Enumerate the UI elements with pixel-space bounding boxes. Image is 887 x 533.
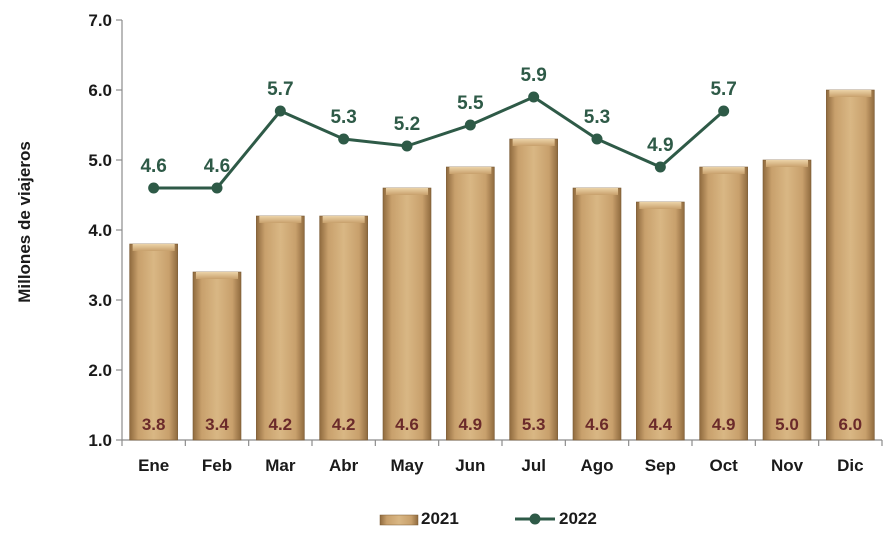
- y-tick-label: 5.0: [88, 151, 112, 170]
- bar-2021: [382, 187, 432, 441]
- bar-2021-cap: [702, 167, 745, 174]
- y-tick-label: 1.0: [88, 431, 112, 450]
- y-tick-label: 2.0: [88, 361, 112, 380]
- line-2022-point: [211, 182, 223, 194]
- y-axis-title: Millones de viajeros: [15, 141, 34, 303]
- bar-2021-cap: [196, 272, 238, 279]
- x-tick-label: Mar: [265, 456, 296, 475]
- legend-label-2021: 2021: [421, 509, 459, 528]
- line-2022-value-label: 5.3: [330, 107, 356, 128]
- bar-2021-cap: [132, 244, 175, 251]
- bar-2021-cap: [259, 216, 302, 223]
- line-2022-point: [401, 140, 413, 152]
- line-2022-point: [148, 182, 160, 194]
- line-2022-point: [654, 161, 666, 173]
- bar-2021: [319, 215, 368, 441]
- bar-2021-value-label: 3.8: [142, 415, 166, 434]
- legend-label-2022: 2022: [559, 509, 597, 528]
- line-2022-point: [591, 133, 603, 145]
- bar-2021-cap: [386, 188, 428, 195]
- bar-2021-cap: [576, 188, 618, 195]
- x-tick-label: Feb: [202, 456, 232, 475]
- bar-2021: [509, 138, 558, 441]
- bar-2021-cap: [829, 90, 872, 97]
- y-axis-title-group: Millones de viajeros: [15, 141, 34, 303]
- line-2022-value-label: 5.3: [584, 107, 610, 128]
- bar-2021-value-label: 4.2: [332, 415, 356, 434]
- line-2022: 4.6 4.6 5.7 5.3 5.2 5.5 5.9 5.3 4.9 5.7: [140, 65, 737, 194]
- bar-2021-value-label: 4.9: [459, 415, 483, 434]
- line-2022-point: [464, 119, 476, 131]
- x-tick-label: Nov: [771, 456, 804, 475]
- bar-2021-value-label: 5.0: [775, 415, 799, 434]
- bar-2021-cap: [639, 202, 682, 209]
- line-2022-value-label: 4.6: [204, 156, 230, 177]
- bar-2021-value-label: 4.2: [269, 415, 293, 434]
- bar-2021: [572, 187, 622, 441]
- legend-swatch-2021: [379, 514, 419, 526]
- legend: 2021 2022: [379, 509, 597, 528]
- bar-2021-cap: [512, 139, 555, 146]
- x-tick-label: Jul: [521, 456, 546, 475]
- line-2022-value-label: 5.9: [520, 65, 546, 86]
- legend-swatch-2022-marker: [529, 513, 541, 525]
- line-2022-value-label: 5.7: [710, 79, 736, 100]
- y-tick-label: 7.0: [88, 11, 112, 30]
- x-tick-label: Abr: [329, 456, 359, 475]
- bars-2021: 3.8 3.4 4.2 4.2 4.6 4.9 5.3 4.6 4.4 4.9 5.0 6.0: [129, 89, 875, 441]
- bar-2021-cap: [449, 167, 492, 174]
- bar-2021: [762, 159, 812, 441]
- bar-2021-value-label: 6.0: [839, 415, 863, 434]
- bar-2021-value-label: 5.3: [522, 415, 546, 434]
- x-tick-label: Dic: [837, 456, 863, 475]
- bar-2021-value-label: 3.4: [205, 415, 229, 434]
- bar-2021: [636, 201, 685, 441]
- line-2022-value-label: 5.5: [457, 93, 484, 114]
- bar-2021-cap: [322, 216, 365, 223]
- line-2022-value-label: 5.7: [267, 79, 293, 100]
- bar-2021-cap: [766, 160, 808, 167]
- bar-2021: [446, 166, 495, 441]
- line-2022-point: [338, 133, 350, 145]
- bar-2021-value-label: 4.4: [649, 415, 673, 434]
- x-tick-label: Jun: [455, 456, 485, 475]
- x-tick-label: Ago: [580, 456, 613, 475]
- line-2022-value-label: 4.6: [140, 156, 166, 177]
- y-tick-label: 6.0: [88, 81, 112, 100]
- bar-2021: [826, 89, 875, 441]
- x-tick-label: Oct: [709, 456, 738, 475]
- bar-2021-value-label: 4.6: [395, 415, 419, 434]
- bar-2021-value-label: 4.9: [712, 415, 736, 434]
- bar-2021: [192, 271, 242, 441]
- x-tick-label: May: [390, 456, 424, 475]
- bar-2021: [699, 166, 748, 441]
- line-2022-point: [528, 91, 540, 103]
- legend-item-2022: 2022: [515, 509, 597, 528]
- line-2022-path: [153, 95, 725, 190]
- line-2022-point: [274, 105, 286, 117]
- legend-item-2021: 2021: [379, 509, 459, 528]
- x-tick-label: Sep: [645, 456, 676, 475]
- line-2022-value-label: 4.9: [647, 135, 673, 156]
- y-tick-label: 4.0: [88, 221, 112, 240]
- x-tick-label: Ene: [138, 456, 169, 475]
- bar-2021: [129, 243, 178, 441]
- line-2022-value-label: 5.2: [394, 114, 420, 135]
- bar-2021-value-label: 4.6: [585, 415, 609, 434]
- y-tick-label: 3.0: [88, 291, 112, 310]
- axes: 1.0 2.0 3.0 4.0 5.0 6.0 7.0 Ene Feb Mar Abr May Jun J…: [88, 11, 883, 475]
- bar-2021: [256, 215, 305, 441]
- line-2022-point: [718, 105, 730, 117]
